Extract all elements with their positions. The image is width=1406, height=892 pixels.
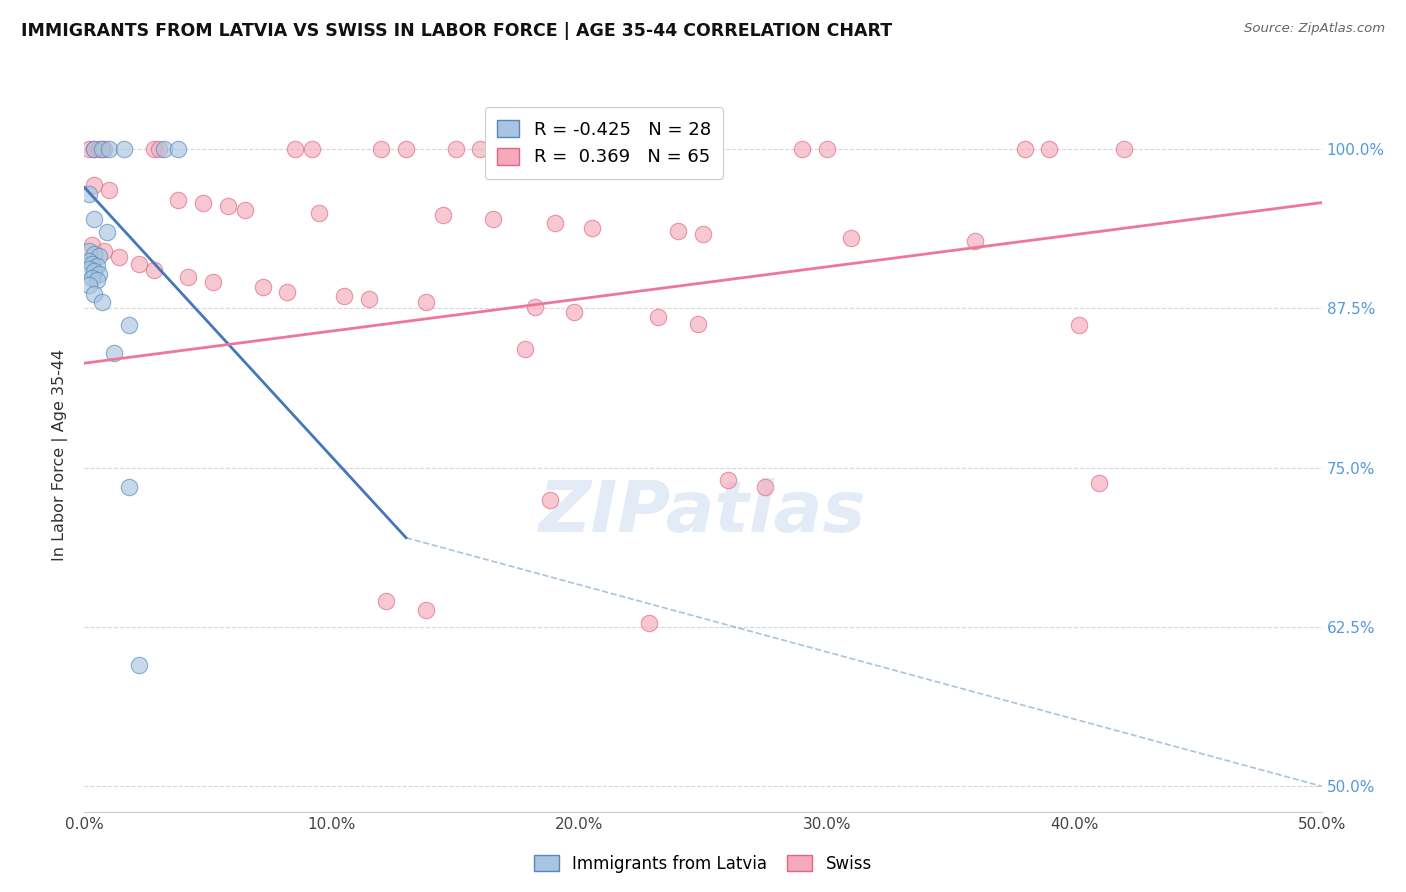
Point bbox=[217, 199, 239, 213]
Point bbox=[395, 142, 418, 156]
Point bbox=[83, 246, 105, 260]
Point bbox=[79, 142, 101, 156]
Point bbox=[89, 142, 111, 156]
Point bbox=[538, 492, 561, 507]
Point bbox=[233, 203, 256, 218]
Point bbox=[686, 317, 709, 331]
Point bbox=[79, 254, 101, 268]
Y-axis label: In Labor Force | Age 35-44: In Labor Force | Age 35-44 bbox=[52, 349, 69, 561]
Point bbox=[965, 234, 987, 248]
Point bbox=[432, 208, 454, 222]
Point bbox=[593, 142, 616, 156]
Point bbox=[308, 206, 330, 220]
Legend: R = -0.425   N = 28, R =  0.369   N = 65: R = -0.425 N = 28, R = 0.369 N = 65 bbox=[485, 107, 723, 179]
Point bbox=[754, 480, 776, 494]
Point bbox=[93, 142, 115, 156]
Point bbox=[790, 142, 813, 156]
Point bbox=[333, 288, 356, 302]
Point bbox=[80, 270, 103, 285]
Point bbox=[1088, 475, 1111, 490]
Point bbox=[370, 142, 392, 156]
Point bbox=[93, 244, 115, 258]
Point bbox=[717, 474, 740, 488]
Point bbox=[86, 260, 108, 274]
Point bbox=[118, 480, 141, 494]
Point bbox=[357, 293, 380, 307]
Point bbox=[90, 142, 112, 156]
Point bbox=[1014, 142, 1036, 156]
Point bbox=[617, 142, 640, 156]
Point bbox=[415, 603, 437, 617]
Point bbox=[581, 221, 603, 235]
Point bbox=[118, 318, 141, 332]
Point bbox=[83, 142, 105, 156]
Point bbox=[83, 212, 105, 227]
Point bbox=[301, 142, 323, 156]
Point bbox=[79, 186, 101, 201]
Point bbox=[89, 267, 111, 281]
Point bbox=[252, 279, 274, 293]
Point bbox=[83, 287, 105, 301]
Point bbox=[86, 273, 108, 287]
Point bbox=[79, 244, 101, 258]
Point bbox=[1112, 142, 1135, 156]
Point bbox=[152, 142, 174, 156]
Point bbox=[90, 295, 112, 310]
Point bbox=[647, 310, 669, 325]
Point bbox=[83, 142, 105, 156]
Point bbox=[481, 212, 503, 227]
Point bbox=[89, 249, 111, 263]
Point bbox=[83, 178, 105, 192]
Point bbox=[80, 257, 103, 271]
Point bbox=[96, 225, 118, 239]
Point bbox=[1038, 142, 1060, 156]
Point bbox=[1069, 318, 1091, 332]
Point bbox=[112, 142, 135, 156]
Point bbox=[79, 278, 101, 293]
Text: IMMIGRANTS FROM LATVIA VS SWISS IN LABOR FORCE | AGE 35-44 CORRELATION CHART: IMMIGRANTS FROM LATVIA VS SWISS IN LABOR… bbox=[21, 22, 893, 40]
Point bbox=[523, 300, 546, 314]
Point bbox=[543, 216, 565, 230]
Point bbox=[375, 594, 398, 608]
Point bbox=[470, 142, 492, 156]
Legend: Immigrants from Latvia, Swiss: Immigrants from Latvia, Swiss bbox=[527, 848, 879, 880]
Point bbox=[202, 275, 225, 289]
Point bbox=[284, 142, 307, 156]
Point bbox=[79, 261, 101, 276]
Point bbox=[167, 193, 190, 207]
Point bbox=[142, 263, 165, 277]
Point bbox=[80, 237, 103, 252]
Point bbox=[98, 183, 121, 197]
Point bbox=[83, 264, 105, 278]
Point bbox=[128, 257, 150, 271]
Point bbox=[108, 251, 131, 265]
Point bbox=[444, 142, 467, 156]
Point bbox=[666, 224, 689, 238]
Point bbox=[167, 142, 190, 156]
Text: Source: ZipAtlas.com: Source: ZipAtlas.com bbox=[1244, 22, 1385, 36]
Point bbox=[562, 305, 585, 319]
Point bbox=[142, 142, 165, 156]
Point bbox=[637, 616, 659, 631]
Point bbox=[815, 142, 838, 156]
Point bbox=[177, 269, 200, 284]
Text: ZIPatlas: ZIPatlas bbox=[540, 477, 866, 547]
Point bbox=[841, 231, 863, 245]
Point bbox=[128, 658, 150, 673]
Point bbox=[415, 295, 437, 310]
Point bbox=[98, 142, 121, 156]
Point bbox=[148, 142, 170, 156]
Point bbox=[276, 285, 298, 299]
Point bbox=[191, 195, 214, 210]
Point bbox=[692, 227, 714, 242]
Point bbox=[513, 342, 536, 356]
Point bbox=[103, 346, 125, 360]
